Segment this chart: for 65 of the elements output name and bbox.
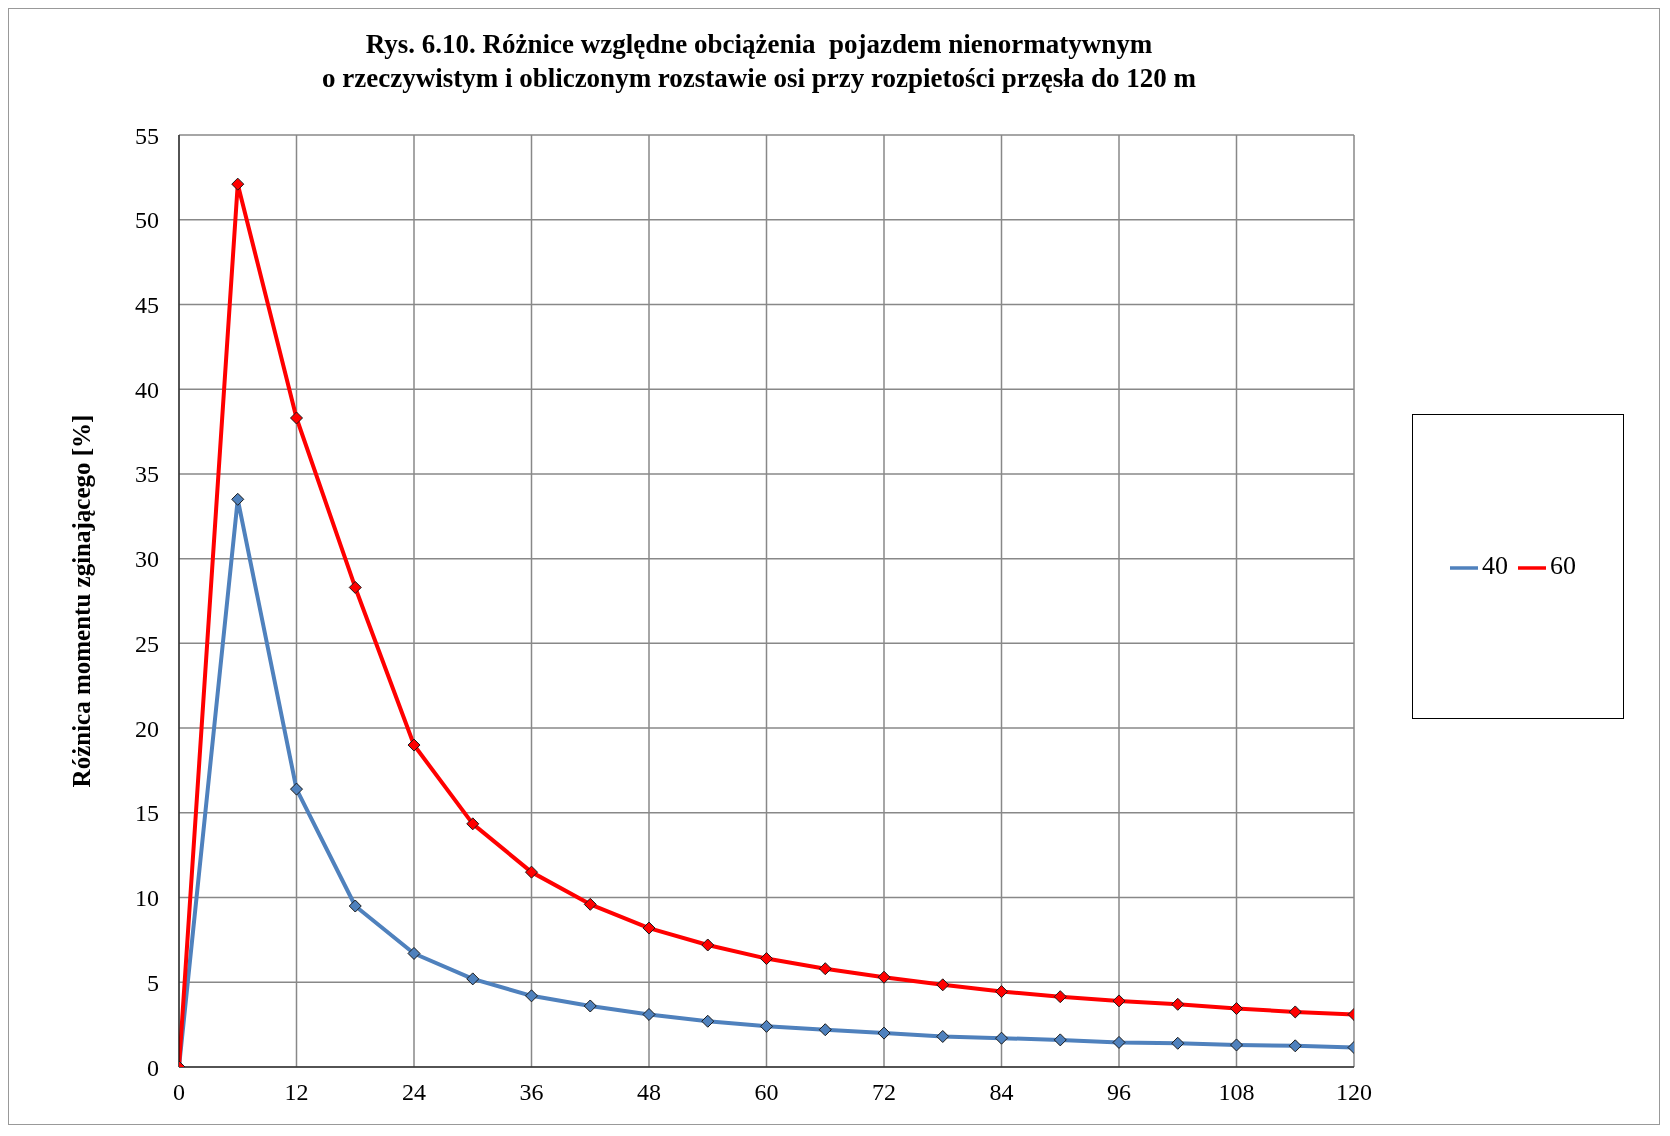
point bbox=[1230, 1038, 1243, 1052]
point bbox=[642, 1007, 656, 1021]
point bbox=[1112, 994, 1126, 1008]
point bbox=[466, 817, 480, 831]
x-tick-label: 36 bbox=[519, 1079, 544, 1106]
point bbox=[290, 411, 303, 425]
y-tick-label: 10 bbox=[135, 885, 159, 912]
x-tick-label: 60 bbox=[754, 1079, 779, 1106]
legend-label: 60 bbox=[1550, 550, 1576, 580]
y-tick-label: 0 bbox=[147, 1054, 159, 1081]
point bbox=[1171, 997, 1185, 1011]
point bbox=[231, 492, 245, 506]
y-axis-title: Różnica momentu zginającego [%] bbox=[67, 414, 95, 788]
point bbox=[525, 865, 538, 879]
point bbox=[348, 580, 362, 594]
point bbox=[818, 962, 832, 976]
point bbox=[1171, 1036, 1185, 1050]
point bbox=[818, 1023, 832, 1037]
point bbox=[1053, 990, 1067, 1004]
y-tick-label: 40 bbox=[135, 376, 159, 403]
y-tick-label: 20 bbox=[135, 715, 159, 742]
point bbox=[995, 985, 1008, 999]
y-tick-label: 45 bbox=[135, 291, 159, 318]
x-tick-label: 72 bbox=[872, 1079, 896, 1106]
point bbox=[348, 899, 362, 913]
x-tick-label: 48 bbox=[637, 1079, 661, 1106]
point bbox=[760, 1019, 773, 1033]
point bbox=[995, 1031, 1008, 1045]
point bbox=[1288, 1005, 1302, 1019]
point bbox=[642, 921, 656, 935]
point bbox=[583, 897, 597, 911]
x-tick-label: 96 bbox=[1107, 1079, 1131, 1106]
point bbox=[701, 938, 715, 952]
point bbox=[760, 952, 773, 966]
point bbox=[936, 978, 950, 992]
x-tick-label: 0 bbox=[173, 1079, 185, 1106]
y-tick-label: 15 bbox=[135, 800, 159, 827]
y-tick-label: 5 bbox=[147, 969, 159, 996]
x-tick-label: 24 bbox=[402, 1079, 426, 1106]
point bbox=[1053, 1033, 1067, 1047]
point bbox=[583, 999, 597, 1013]
point bbox=[1230, 1002, 1243, 1016]
point bbox=[525, 989, 538, 1003]
point bbox=[877, 970, 891, 984]
point bbox=[466, 972, 480, 986]
point bbox=[407, 738, 421, 752]
point bbox=[1112, 1035, 1126, 1049]
x-tick-label: 108 bbox=[1218, 1079, 1255, 1106]
point bbox=[290, 782, 303, 796]
point bbox=[877, 1026, 891, 1040]
x-tick-label: 12 bbox=[284, 1079, 309, 1106]
y-tick-label: 50 bbox=[135, 207, 159, 234]
point bbox=[231, 177, 245, 191]
legend-label: 40 bbox=[1482, 550, 1508, 580]
y-tick-label: 35 bbox=[135, 461, 159, 488]
point bbox=[1288, 1039, 1302, 1053]
point bbox=[407, 946, 421, 960]
point bbox=[936, 1030, 950, 1043]
y-tick-label: 55 bbox=[135, 122, 159, 149]
chart-title: Rys. 6.10. Różnice względne obciążenia pojazdem nienormatywnym o rzeczywistym i obliczonym rozstawie osi przy rozpietości przęsła do 120 m bbox=[320, 28, 1198, 95]
point bbox=[701, 1014, 715, 1028]
x-tick-label: 120 bbox=[1336, 1079, 1372, 1106]
y-tick-label: 30 bbox=[135, 546, 159, 573]
x-tick-label: 84 bbox=[989, 1079, 1014, 1106]
y-tick-label: 25 bbox=[135, 630, 159, 657]
